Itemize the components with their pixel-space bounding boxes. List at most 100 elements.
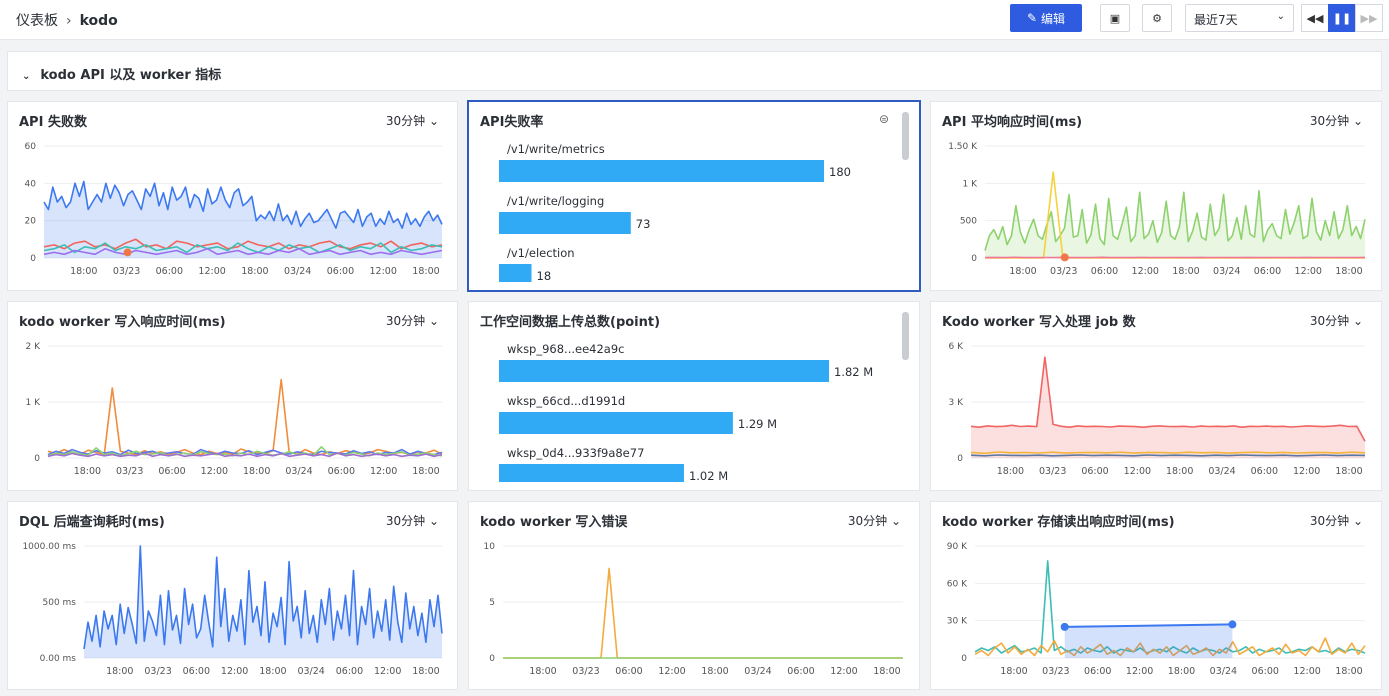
y-tick-label: 20 xyxy=(25,217,37,227)
series-line xyxy=(1064,623,1233,628)
x-tick-label: 06:00 xyxy=(328,466,355,477)
edit-button[interactable]: ✎ 编辑 xyxy=(1010,4,1082,32)
forward-button[interactable]: ▶▶ xyxy=(1355,4,1383,32)
x-tick-label: 18:00 xyxy=(1335,266,1362,277)
group-title: kodo API 以及 worker 指标 xyxy=(40,68,222,83)
bar-value-label: 180 xyxy=(829,165,851,179)
scrollbar[interactable] xyxy=(902,312,909,360)
chart-api-avg-response: 0 500 1 K 1.50 K 18:00 03/23 06:00 12:00 18:00 03… xyxy=(948,142,1366,277)
series-line xyxy=(970,356,1366,442)
chevron-down-icon: ⌄ xyxy=(1352,314,1363,328)
time-range-select[interactable]: 最近7天 ⌄ xyxy=(1185,4,1294,32)
panel-range-select[interactable]: 30分钟 ⌄ xyxy=(1310,512,1363,529)
x-tick-label: 18:00 xyxy=(74,466,101,477)
x-tick-label: 12:00 xyxy=(1293,466,1320,477)
x-tick-label: 06:00 xyxy=(183,666,210,677)
y-tick-label: 0 xyxy=(489,654,495,664)
x-tick-label: 03/23 xyxy=(144,666,171,677)
pause-icon: ❚❚ xyxy=(1332,11,1352,25)
series-line xyxy=(503,567,903,659)
more-icon[interactable]: ⊜ xyxy=(878,112,889,126)
y-tick-label: 3 K xyxy=(949,398,965,408)
x-tick-label: 18:00 xyxy=(1335,666,1362,677)
x-tick-label: 03/23 xyxy=(572,666,599,677)
y-tick-label: 1 K xyxy=(26,398,42,408)
x-tick-label: 18:00 xyxy=(106,666,133,677)
edit-icon: ✎ xyxy=(1026,11,1038,25)
data-point xyxy=(1228,620,1237,629)
panel-title: 工作空间数据上传总数(point) xyxy=(480,315,661,330)
x-tick-label: 12:00 xyxy=(370,466,397,477)
chevron-down-icon: ⌄ xyxy=(428,514,439,528)
bar-category-label: /v1/write/metrics xyxy=(507,142,605,156)
x-tick-label: 03/24 xyxy=(297,666,324,677)
x-tick-label: 03/24 xyxy=(744,666,771,677)
y-tick-label: 60 xyxy=(25,142,37,152)
x-tick-label: 06:00 xyxy=(1252,666,1279,677)
y-tick-label: 90 K xyxy=(947,542,968,552)
x-tick-label: 06:00 xyxy=(336,666,363,677)
x-tick-label: 12:00 xyxy=(198,266,225,277)
x-tick-label: 06:00 xyxy=(158,466,185,477)
x-tick-label: 12:00 xyxy=(830,666,857,677)
screen-icon: ▣ xyxy=(1109,11,1121,25)
range-label: 30分钟 xyxy=(847,514,888,528)
panel-range-select[interactable]: 30分钟 ⌄ xyxy=(386,312,439,329)
breadcrumb-current: kodo xyxy=(79,13,118,29)
pause-button[interactable]: ❚❚ xyxy=(1328,4,1356,32)
y-tick-label: 0 xyxy=(34,454,40,464)
panel-range-select[interactable]: 30分钟 ⌄ xyxy=(1310,312,1363,329)
x-tick-label: 18:00 xyxy=(412,266,439,277)
panel-range-select[interactable]: 30分钟 ⌄ xyxy=(848,512,901,529)
breadcrumb-root[interactable]: 仪表板 xyxy=(16,13,58,29)
x-tick-label: 03/23 xyxy=(116,466,143,477)
settings-button[interactable]: ⚙ xyxy=(1142,4,1172,32)
bar xyxy=(499,464,684,482)
forward-icon: ▶▶ xyxy=(1360,11,1378,25)
chevron-down-icon: ⌄ xyxy=(428,114,439,128)
panel-title: DQL 后端查询耗时(ms) xyxy=(19,515,165,530)
gear-icon: ⚙ xyxy=(1152,11,1162,25)
panel-api-failure-rate: API失败率 ⊜ /v1/write/metrics 180/v1/write/l… xyxy=(467,100,921,292)
data-point xyxy=(123,248,132,257)
panel-worker-write-response: kodo worker 写入响应时间(ms) 30分钟 ⌄ 0 1 K 2 K 18:… xyxy=(7,301,458,491)
series-line xyxy=(43,180,443,229)
fullscreen-button[interactable]: ▣ xyxy=(1100,4,1130,32)
chart-api-failures: 0 20 40 60 18:00 03/23 06:00 12:00 18:00 03/24 06:… xyxy=(25,142,443,277)
edit-label: 编辑 xyxy=(1041,11,1066,26)
x-tick-label: 12:00 xyxy=(1295,266,1322,277)
x-tick-label: 18:00 xyxy=(701,666,728,677)
series-area xyxy=(971,357,1365,458)
bar-value-label: 1.29 M xyxy=(738,417,777,431)
chevron-down-icon: ⌄ xyxy=(890,514,901,528)
series-line xyxy=(47,452,443,458)
chevron-down-icon: ⌄ xyxy=(1276,11,1285,22)
panel-range-select[interactable]: 30分钟 ⌄ xyxy=(1310,112,1363,129)
panel-storage-read-response: kodo worker 存储读出响应时间(ms) 30分钟 ⌄ 0 30 K 60 … xyxy=(930,501,1382,690)
chevron-down-icon: ⌄ xyxy=(1352,514,1363,528)
panel-title: kodo worker 写入错误 xyxy=(480,515,628,530)
y-tick-label: 0 xyxy=(971,254,977,264)
x-tick-label: 03/23 xyxy=(113,266,140,277)
panel-range-select[interactable]: 30分钟 ⌄ xyxy=(386,112,439,129)
panel-title: Kodo worker 写入处理 job 数 xyxy=(942,315,1136,330)
chevron-down-icon: ⌄ xyxy=(22,71,31,82)
bar-value-label: 1.82 M xyxy=(834,365,873,379)
bar xyxy=(499,412,733,434)
bar xyxy=(499,264,532,282)
rewind-button[interactable]: ◀◀ xyxy=(1301,4,1329,32)
x-tick-label: 12:00 xyxy=(1126,666,1153,677)
chart-worker-write-errors: 0 5 10 18:00 03/23 06:00 12:00 18:00 03/24 06:00 1… xyxy=(484,542,903,677)
series-area xyxy=(84,546,442,658)
x-tick-label: 12:00 xyxy=(1132,266,1159,277)
group-header[interactable]: ⌄ kodo API 以及 worker 指标 xyxy=(7,51,1382,91)
x-tick-label: 12:00 xyxy=(658,666,685,677)
bar-category-label: wksp_0d4...933f9a8e77 xyxy=(507,446,644,460)
y-tick-label: 0.00 ms xyxy=(40,654,77,664)
x-tick-label: 12:00 xyxy=(374,666,401,677)
panel-range-select[interactable]: 30分钟 ⌄ xyxy=(386,512,439,529)
scrollbar[interactable] xyxy=(902,112,909,160)
x-tick-label: 03/24 xyxy=(285,466,312,477)
x-tick-label: 06:00 xyxy=(1081,466,1108,477)
bar-category-label: wksp_968...ee42a9c xyxy=(507,342,625,356)
